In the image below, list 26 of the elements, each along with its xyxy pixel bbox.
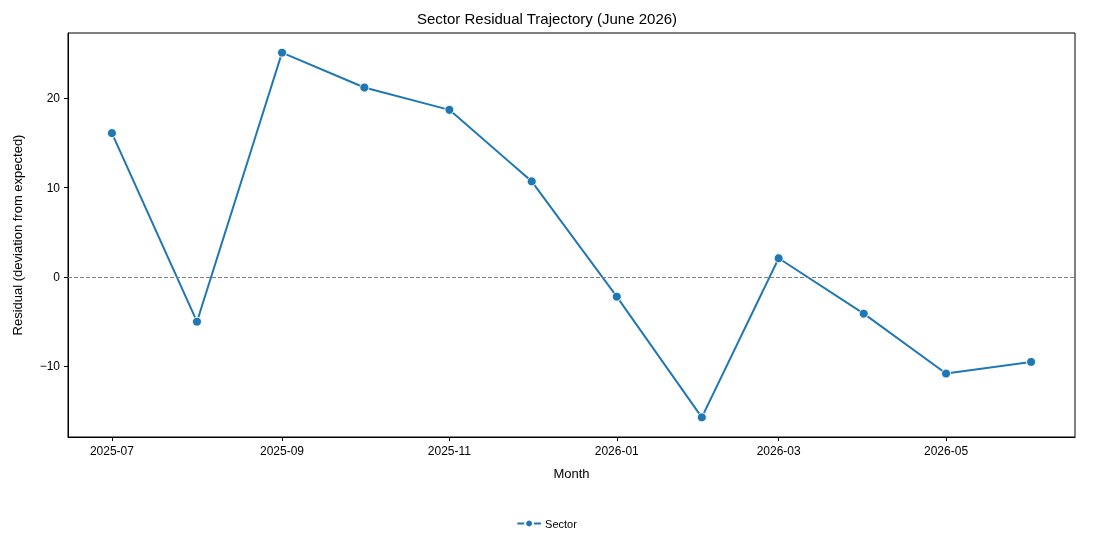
point	[106, 128, 117, 139]
x-axis-title: Month	[553, 466, 590, 481]
point	[611, 291, 622, 302]
point	[858, 308, 869, 319]
x-tick-label: 2025-07	[89, 444, 135, 458]
x-tick-label: 2025-11	[427, 444, 472, 458]
y-tick-label: 0	[53, 270, 61, 285]
point	[773, 253, 784, 264]
y-tick-label: 20	[46, 91, 61, 106]
legend-label: Sector	[545, 517, 578, 530]
x-tick-label: 2026-05	[924, 444, 969, 458]
x-tick-label: 2026-01	[594, 444, 640, 458]
point	[359, 82, 370, 93]
y-tick-label: 10	[46, 180, 61, 195]
chart-title: Sector Residual Trajectory (June 2026)	[416, 10, 678, 27]
point	[941, 368, 952, 379]
point	[1026, 356, 1037, 367]
y-tick-label: −10	[39, 359, 61, 374]
x-tick-label: 2025-09	[260, 444, 305, 458]
y-axis-title: Residual (deviation from expected)	[10, 134, 25, 336]
point	[696, 412, 707, 423]
point	[526, 176, 537, 187]
point	[444, 104, 455, 115]
point	[191, 316, 202, 327]
x-tick-label: 2026-03	[756, 444, 801, 458]
point	[277, 47, 288, 58]
